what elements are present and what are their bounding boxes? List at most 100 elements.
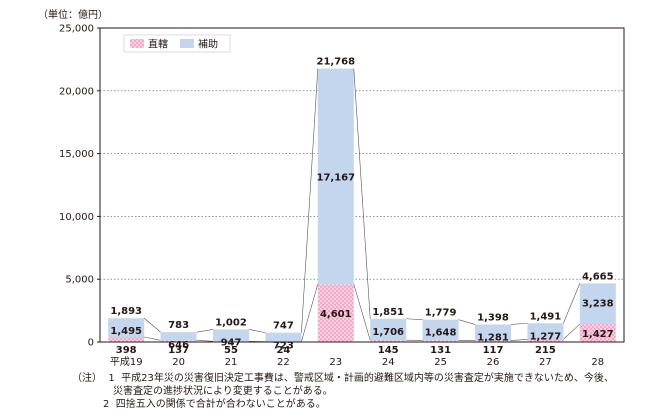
bars bbox=[108, 68, 616, 342]
footnote-1-cont-text: 災害査定の進捗状況により変更することがある。 bbox=[113, 386, 333, 397]
direct-label: 55 bbox=[224, 345, 238, 356]
footnotes: （注） 1 平成23年災の災害復旧決定工事費は、警戒区域・計画的避難区域内等の災… bbox=[72, 372, 657, 411]
connector-line bbox=[144, 317, 161, 333]
bar-direct bbox=[579, 324, 616, 342]
bar-subsidy bbox=[317, 68, 354, 285]
connector-line bbox=[510, 339, 528, 341]
bar-subsidy bbox=[213, 329, 249, 342]
unit-label: （単位：億円） bbox=[38, 8, 108, 21]
subsidy-label: 1,706 bbox=[372, 327, 404, 338]
legend-frame bbox=[123, 34, 231, 53]
bar-chart: （単位：億円） 0 5,000 10,000 15,000 20,000 25,000 1… bbox=[38, 8, 625, 368]
bar-subsidy bbox=[265, 332, 302, 342]
legend-swatch-subsidy bbox=[180, 39, 194, 48]
x-category-label: 27 bbox=[539, 357, 552, 368]
total-label: 1,893 bbox=[110, 306, 142, 317]
total-label: 1,491 bbox=[530, 311, 562, 322]
bar-direct bbox=[422, 340, 459, 342]
subsidy-label: 3,238 bbox=[582, 298, 614, 309]
bar-direct bbox=[370, 340, 407, 342]
gridlines bbox=[100, 90, 624, 280]
x-category-label: 20 bbox=[172, 357, 185, 368]
y-tick-label: 5,000 bbox=[65, 275, 94, 286]
connector-line bbox=[353, 284, 371, 341]
direct-label: 145 bbox=[378, 345, 399, 356]
x-category-label: 25 bbox=[434, 357, 447, 368]
total-label: 21,768 bbox=[317, 57, 356, 68]
footnote-1: （注） 1 平成23年災の災害復旧決定工事費は、警戒区域・計画的避難区域内等の災… bbox=[72, 372, 657, 385]
total-label: 1,398 bbox=[477, 312, 509, 323]
connector-line bbox=[144, 336, 161, 341]
connector-line bbox=[301, 68, 319, 333]
legend: 直轄 補助 bbox=[123, 34, 231, 53]
x-axis-categories: 平成19 20 21 22 23 24 25 26 27 28 bbox=[110, 356, 604, 368]
connector-line bbox=[248, 329, 266, 333]
connector-line bbox=[353, 68, 371, 319]
x-category-label: 23 bbox=[329, 357, 342, 368]
footnote-1-continued: 災害査定の進捗状況により変更することがある。 bbox=[72, 385, 657, 398]
plot-frame bbox=[99, 27, 625, 343]
connector-lines bbox=[144, 68, 581, 342]
connector-line bbox=[458, 319, 476, 325]
bar-direct bbox=[527, 339, 564, 342]
direct-label: 137 bbox=[168, 345, 189, 356]
direct-label: 398 bbox=[116, 345, 137, 356]
x-category-label: 平成19 bbox=[110, 356, 143, 368]
bar-subsidy bbox=[579, 283, 616, 325]
bar-subsidy bbox=[108, 318, 145, 338]
bar-subsidy bbox=[475, 324, 511, 341]
total-label: 1,851 bbox=[372, 307, 404, 318]
subsidy-label: 1,495 bbox=[110, 326, 142, 337]
subsidy-label: 17,167 bbox=[317, 172, 356, 183]
total-label: 4,665 bbox=[582, 271, 614, 282]
legend-label-subsidy: 補助 bbox=[198, 38, 218, 51]
direct-label: 24 bbox=[276, 345, 290, 356]
bar-subsidy bbox=[527, 323, 564, 340]
connector-line bbox=[510, 322, 528, 325]
y-tick-label: 0 bbox=[88, 338, 94, 349]
direct-label: 1,427 bbox=[582, 329, 614, 340]
legend-label-direct: 直轄 bbox=[148, 38, 168, 51]
total-label: 1,002 bbox=[215, 317, 247, 328]
x-category-label: 24 bbox=[382, 357, 395, 368]
x-category-label: 22 bbox=[277, 357, 290, 368]
bar-direct bbox=[475, 340, 511, 342]
bar-direct bbox=[160, 340, 197, 342]
connector-line bbox=[563, 283, 581, 324]
connector-line bbox=[301, 284, 319, 342]
connector-line bbox=[563, 323, 581, 340]
bar-subsidy bbox=[370, 318, 407, 341]
footnote-2: 2 四捨五入の関係で合計が合わないことがある。 bbox=[72, 398, 657, 411]
y-axis-ticks: 0 5,000 10,000 15,000 20,000 25,000 bbox=[59, 24, 100, 349]
y-tick-label: 20,000 bbox=[59, 86, 94, 97]
footnote-1-number: 1 bbox=[108, 373, 115, 384]
direct-label: 117 bbox=[483, 345, 504, 356]
y-tick-label: 15,000 bbox=[59, 149, 94, 160]
x-category-label: 26 bbox=[487, 357, 500, 368]
total-label: 747 bbox=[273, 321, 294, 332]
footnote-1-text: 平成23年災の災害復旧決定工事費は、警戒区域・計画的避難区域内等の災害査定が実施… bbox=[121, 373, 614, 384]
notes-label: （注） bbox=[72, 373, 102, 384]
legend-swatch-direct bbox=[130, 39, 144, 48]
x-category-label: 28 bbox=[591, 357, 604, 368]
total-label: 1,779 bbox=[425, 308, 457, 319]
connector-line bbox=[406, 318, 423, 320]
subsidy-label: 1,281 bbox=[477, 332, 509, 343]
footnote-2-text: 四捨五入の関係で合計が合わないことがある。 bbox=[115, 399, 326, 410]
bar-direct bbox=[317, 284, 354, 342]
subsidy-label: 1,648 bbox=[425, 328, 457, 339]
connector-line bbox=[196, 329, 214, 333]
y-tick-label: 25,000 bbox=[59, 24, 94, 35]
footnote-2-number: 2 bbox=[103, 399, 110, 410]
total-label: 783 bbox=[168, 320, 189, 331]
connector-line bbox=[196, 339, 214, 342]
bar-direct bbox=[108, 337, 145, 342]
bar-subsidy bbox=[422, 319, 459, 341]
direct-label: 131 bbox=[430, 345, 451, 356]
bar-subsidy bbox=[160, 332, 197, 341]
subsidy-label: 947 bbox=[221, 337, 242, 348]
direct-label: 4,601 bbox=[320, 309, 352, 320]
x-category-label: 21 bbox=[225, 357, 238, 368]
subsidy-label: 1,277 bbox=[530, 331, 562, 342]
